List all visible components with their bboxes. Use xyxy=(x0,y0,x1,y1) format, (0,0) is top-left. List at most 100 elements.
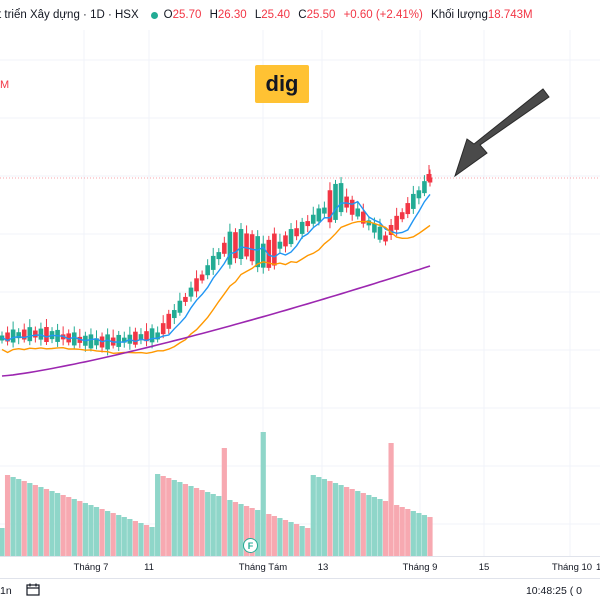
volume-bar xyxy=(421,515,428,556)
volume-bar xyxy=(271,516,277,556)
volume-bar xyxy=(388,443,394,556)
event-badge[interactable]: F xyxy=(243,538,258,553)
volume-bar xyxy=(127,519,133,556)
volume-bar xyxy=(282,520,289,556)
candle-body xyxy=(310,214,316,224)
volume-bar xyxy=(344,487,350,556)
volume-bar xyxy=(232,502,239,556)
candle-body xyxy=(349,199,355,215)
candle-body xyxy=(21,329,27,340)
candle-body xyxy=(283,235,288,247)
candle-body xyxy=(105,334,110,350)
calendar-icon[interactable] xyxy=(26,583,40,596)
volume-bar xyxy=(355,491,361,556)
candle-body xyxy=(88,334,94,349)
candle-body xyxy=(183,296,188,302)
volume-bar xyxy=(338,485,344,556)
volume-bar xyxy=(93,507,100,556)
range-button[interactable]: 1n xyxy=(0,585,12,597)
price-chart[interactable] xyxy=(0,0,600,556)
volume-bar xyxy=(227,500,233,556)
candle-body xyxy=(277,241,283,249)
time-axis-tick: 13 xyxy=(317,562,329,573)
candle-body xyxy=(238,229,244,260)
candle-body xyxy=(227,231,233,265)
volume-bar xyxy=(210,494,216,556)
candle-body xyxy=(411,193,416,209)
time-axis-tick: Tháng Tám xyxy=(238,562,288,573)
candle-body xyxy=(338,183,344,213)
candle-body xyxy=(121,337,127,343)
candle-body xyxy=(205,265,210,276)
volume-bar xyxy=(10,477,16,556)
candle-body xyxy=(188,287,194,297)
time-axis-tick: 11 xyxy=(144,562,154,573)
volume-bar xyxy=(182,484,189,556)
arrow-annotation-icon xyxy=(454,88,550,178)
candle-body xyxy=(305,221,311,227)
candle-body xyxy=(44,327,49,343)
candle-body xyxy=(138,334,144,341)
candle-body xyxy=(394,215,399,230)
volume-bar xyxy=(299,526,305,556)
volume-bar xyxy=(60,495,66,556)
volume-bar xyxy=(410,511,416,556)
volume-bar xyxy=(88,505,94,556)
candle-body xyxy=(399,212,405,220)
time-axis-tick: Tháng 10 xyxy=(551,562,593,573)
volume-bar xyxy=(216,496,222,556)
side-label: M xyxy=(0,79,10,91)
symbol-title[interactable]: t triển Xây dựng · 1D · HSX xyxy=(0,9,139,21)
candle-body xyxy=(199,274,205,281)
volume-bar xyxy=(166,478,172,556)
volume-bar xyxy=(266,514,272,556)
volume-bar xyxy=(316,477,322,556)
volume-bar xyxy=(371,497,378,556)
candle-body xyxy=(405,203,411,215)
candle-body xyxy=(316,208,322,222)
time-axis-tick: Tháng 7 xyxy=(73,562,109,573)
volume-bar xyxy=(243,506,250,556)
high-value: 26.30 xyxy=(217,9,247,21)
volume-bar xyxy=(110,513,116,556)
volume-bar xyxy=(199,490,205,556)
volume-bar xyxy=(327,481,333,556)
candle-body xyxy=(5,332,10,342)
volume-bar xyxy=(366,495,372,556)
volume-bar xyxy=(21,481,27,556)
time-axis[interactable]: Tháng 7 11 Tháng Tám 13 Tháng 9 15 Tháng 10 1 xyxy=(0,556,600,579)
candle-body xyxy=(160,323,166,335)
last-candle-body xyxy=(426,174,432,181)
time-axis-tick: 1 xyxy=(596,562,600,573)
volume-bar xyxy=(155,474,161,556)
candle-body xyxy=(249,234,255,262)
volume-bar xyxy=(399,507,405,556)
volume-bar xyxy=(321,479,327,556)
volume-bar xyxy=(38,487,44,556)
volume-bar xyxy=(193,488,200,556)
volume-label: Khối lượng xyxy=(431,9,488,21)
volume-value: 18.743M xyxy=(487,9,533,21)
candle-body xyxy=(16,332,21,339)
change-value: +0.60 (+2.41%) xyxy=(343,9,423,21)
volume-bar xyxy=(143,525,150,556)
volume-bar xyxy=(27,483,33,556)
candle-body xyxy=(388,225,394,235)
candle-body xyxy=(322,207,327,214)
candle-body xyxy=(255,236,260,268)
chart-header: t triển Xây dựng · 1D · HSX O25.70 H26.3… xyxy=(0,6,600,24)
volume-bar xyxy=(43,489,50,556)
close-value: 25.50 xyxy=(306,9,336,21)
candle-body xyxy=(10,329,16,343)
candle-body xyxy=(133,331,138,345)
volume-bar xyxy=(405,509,411,556)
candle-body xyxy=(144,331,149,342)
volume-bar xyxy=(32,485,38,556)
volume-bar xyxy=(105,511,111,556)
candle-body xyxy=(377,226,383,240)
market-status-dot xyxy=(150,11,158,19)
candle-body xyxy=(288,229,294,245)
candle-body xyxy=(194,278,199,292)
ma-mid-line xyxy=(1,220,431,355)
candle-body xyxy=(372,223,377,233)
